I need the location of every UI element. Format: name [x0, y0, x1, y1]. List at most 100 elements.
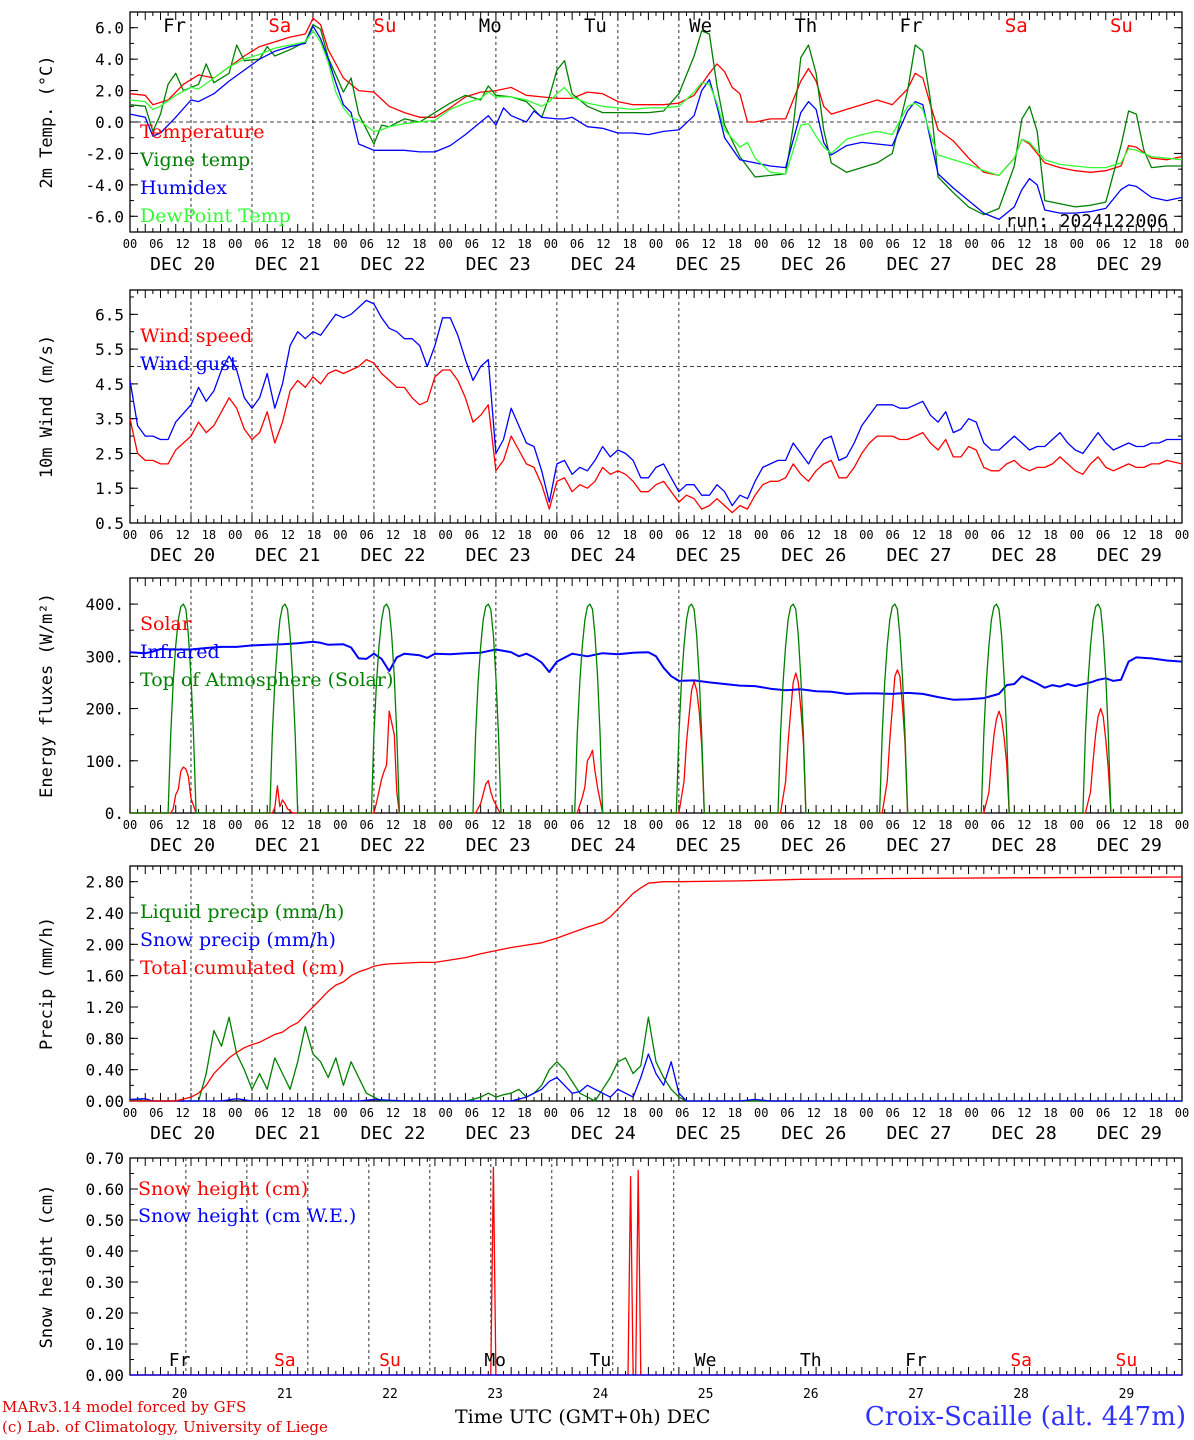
y-tick-label: 2.80 [85, 873, 124, 892]
date-label: DEC 26 [781, 835, 846, 856]
weekday-label: Tu [590, 1350, 612, 1371]
hour-tick-label: 00 [333, 818, 347, 832]
weekday-label: Su [379, 1350, 401, 1371]
hour-tick-label: 06 [149, 237, 163, 251]
hour-tick-label: 00 [964, 528, 978, 542]
hour-tick-label: 06 [465, 528, 479, 542]
hour-tick-label: 18 [833, 818, 847, 832]
station-name: Croix-Scaille (alt. 447m) [864, 1402, 1186, 1432]
y-tick-label: 1.20 [85, 998, 124, 1017]
y-tick-label: 0.00 [85, 1366, 124, 1385]
hour-tick-label: 12 [1017, 237, 1031, 251]
hour-tick-label: 06 [885, 237, 899, 251]
y-axis-label: 2m Temp. (°C) [37, 55, 57, 188]
hour-tick-label: 18 [728, 237, 742, 251]
hour-tick-label: 00 [754, 528, 768, 542]
series-line-infrared [129, 640, 1183, 701]
hour-tick-label: 06 [254, 528, 268, 542]
date-label: DEC 29 [1097, 835, 1162, 856]
hour-tick-label: 06 [254, 818, 268, 832]
y-tick-label: 0.20 [85, 1304, 124, 1323]
hour-tick-label: 00 [228, 1106, 242, 1120]
hour-tick-label: 06 [1096, 237, 1110, 251]
hour-tick-label: 00 [649, 237, 663, 251]
hour-tick-label: 06 [1096, 528, 1110, 542]
hour-tick-label: 12 [491, 818, 505, 832]
hour-tick-label: 00 [544, 528, 558, 542]
series-line-temperature [129, 17, 1183, 177]
plot-frame [129, 289, 1183, 524]
hour-tick-label: 18 [517, 818, 531, 832]
hour-tick-label: 00 [859, 528, 873, 542]
hour-tick-label: 12 [807, 237, 821, 251]
weekday-label: Fr [905, 1350, 927, 1371]
date-label: DEC 23 [466, 1123, 531, 1144]
date-label: DEC 26 [781, 545, 846, 566]
y-tick-label: 2.40 [85, 904, 124, 923]
date-label: DEC 23 [466, 254, 531, 275]
y-tick-label: 0.40 [85, 1061, 124, 1080]
date-label: DEC 24 [571, 254, 636, 275]
hour-tick-label: 00 [964, 818, 978, 832]
hour-tick-label: 18 [307, 818, 321, 832]
y-tick-label: 6.5 [95, 305, 124, 324]
hour-tick-label: 18 [622, 528, 636, 542]
hour-tick-label: 06 [465, 237, 479, 251]
legend-entry: Wind gust [140, 353, 238, 375]
x-axis-title: Time UTC (GMT+0h) DEC [455, 1406, 711, 1428]
date-label: DEC 27 [886, 254, 951, 275]
hour-tick-label: 12 [701, 237, 715, 251]
y-tick-label: 4.5 [95, 375, 124, 394]
hour-tick-label: 18 [202, 528, 216, 542]
weekday-label: Tu [584, 15, 607, 37]
hour-tick-label: 12 [281, 528, 295, 542]
date-label: DEC 20 [150, 1123, 215, 1144]
hour-tick-label: 12 [1122, 1106, 1136, 1120]
hour-tick-label: 18 [728, 818, 742, 832]
legend-entry: Infrared [140, 641, 220, 663]
y-tick-label: 4.0 [95, 50, 124, 69]
hour-tick-label: 00 [754, 237, 768, 251]
y-tick-label: 2.00 [85, 935, 124, 954]
weekday-label: Mo [479, 15, 502, 37]
date-label: DEC 29 [1097, 254, 1162, 275]
hour-tick-label: 06 [991, 1106, 1005, 1120]
hour-tick-label: 00 [1070, 528, 1084, 542]
hour-tick-label: 06 [570, 528, 584, 542]
hour-tick-label: 06 [570, 1106, 584, 1120]
hour-tick-label: 00 [1175, 818, 1189, 832]
hour-tick-label: 06 [991, 818, 1005, 832]
model-credit: MARv3.14 model forced by GFS [2, 1398, 247, 1416]
hour-tick-label: 06 [465, 818, 479, 832]
hour-tick-label: 18 [728, 528, 742, 542]
legend-entry: Snow height (cm W.E.) [138, 1205, 356, 1227]
date-label: DEC 22 [360, 1123, 425, 1144]
panel-2: 00 06 12 18 00 06 12 18 00 06 12 18 00 06 12 18 00 06 12 18… [37, 289, 1189, 566]
legend-entry: Vigne temp [139, 149, 250, 171]
hour-tick-label: 00 [964, 237, 978, 251]
hour-tick-label: 06 [359, 1106, 373, 1120]
hour-tick-label: 00 [754, 818, 768, 832]
series-line-top-of-atmosphere-solar [130, 603, 1182, 814]
weekday-label: Su [1110, 15, 1133, 37]
hour-tick-label: 00 [438, 1106, 452, 1120]
hour-tick-label: 12 [491, 1106, 505, 1120]
hour-tick-label: 06 [1096, 1106, 1110, 1120]
hour-tick-label: 06 [780, 528, 794, 542]
date-label: DEC 24 [571, 1123, 636, 1144]
hour-tick-label: 18 [622, 818, 636, 832]
weekday-label: Su [1116, 1350, 1138, 1371]
hour-tick-label: 12 [596, 237, 610, 251]
hour-tick-label: 12 [596, 528, 610, 542]
legend-entry: Snow height (cm) [138, 1178, 308, 1200]
hour-tick-label: 18 [202, 818, 216, 832]
y-tick-label: 3.5 [95, 410, 124, 429]
hour-tick-label: 00 [123, 528, 137, 542]
weekday-label: Fr [900, 15, 923, 37]
hour-tick-label: 12 [807, 528, 821, 542]
hour-tick-label: 18 [412, 818, 426, 832]
y-tick-label: 300. [85, 647, 124, 666]
hour-tick-label: 12 [386, 1106, 400, 1120]
hour-tick-label: 00 [859, 1106, 873, 1120]
hour-tick-label: 00 [333, 237, 347, 251]
